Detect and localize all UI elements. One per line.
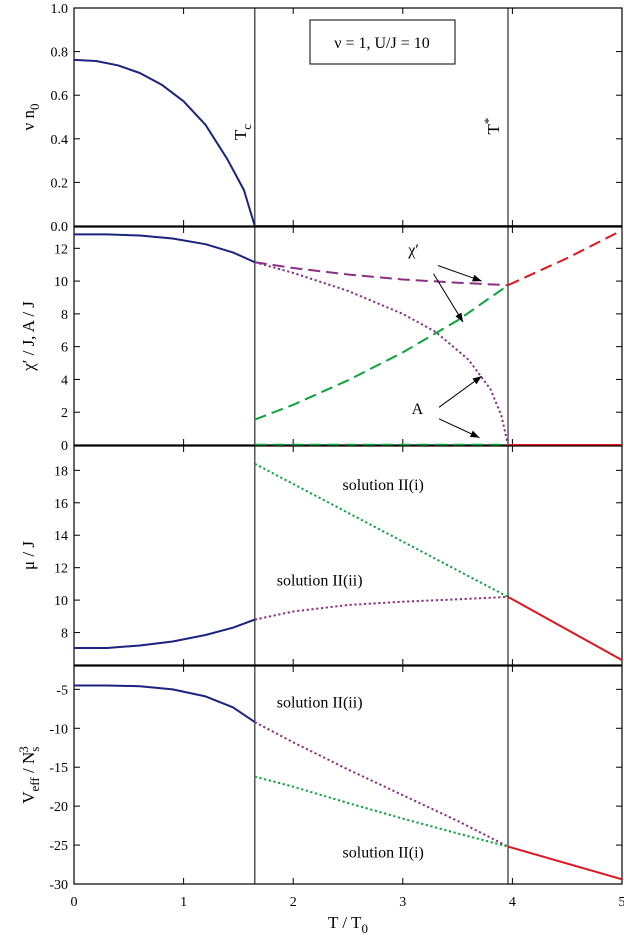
y-tick-label: -15 — [49, 761, 68, 776]
panel-frame — [73, 665, 623, 885]
x-tick-label: 3 — [399, 895, 406, 910]
series-line-order-params-5 — [507, 229, 623, 287]
series-line-effective-potential-3 — [507, 845, 623, 881]
panel-condensate: 0.0 0.2 0.4 0.6 0.8 1.0 ν n0 ν = 1, U/J = 10 — [19, 2, 623, 235]
annotation-label: solution II(ii) — [277, 694, 363, 711]
y-axis-label: μ / J — [19, 541, 38, 570]
annotation-label: solution II(ii) — [277, 573, 363, 590]
series-line-order-params-3 — [254, 284, 509, 421]
arrow-group — [433, 265, 483, 439]
series-line-chemical-potential-3 — [507, 596, 623, 661]
legend-text: ν = 1, U/J = 10 — [334, 35, 430, 52]
x-tick-label: 2 — [290, 895, 297, 910]
legend-box — [309, 19, 456, 65]
y-tick-label: 8 — [61, 627, 68, 642]
y-tick-label: 16 — [54, 497, 68, 512]
y-axis-label-main: χ′ / J, A / J — [19, 301, 38, 372]
arrow-head — [469, 430, 480, 438]
y-tick-label: 0.0 — [51, 220, 69, 235]
y-tick-label: -20 — [49, 800, 68, 815]
panel-frame — [73, 445, 623, 666]
y-tick-label: 0.6 — [51, 89, 69, 104]
y-tick-label: 4 — [61, 373, 68, 388]
y-tick-label: 2 — [61, 406, 68, 421]
series-line-effective-potential-0 — [74, 684, 256, 723]
y-tick-label: -25 — [49, 839, 68, 854]
annotation-label: solution II(i) — [343, 845, 424, 862]
y-tick-label: -5 — [56, 683, 68, 698]
y-tick-label: 0.4 — [51, 133, 69, 148]
marker-label-sup: * — [481, 118, 496, 125]
arrow-head — [455, 312, 464, 323]
y-tick-label: 0 — [61, 439, 68, 454]
marker-label-0: Tc — [231, 124, 254, 140]
series-line-condensate-0 — [73, 58, 256, 227]
panel-frame — [73, 226, 623, 446]
marker-label-1: T* — [481, 118, 503, 135]
arrow-shaft — [433, 273, 464, 323]
annotation-label: χ′ — [407, 242, 419, 259]
y-tick-label: 8 — [61, 308, 68, 323]
y-tick-label: 0.2 — [51, 176, 69, 191]
y-axis-label-main: ν n — [19, 110, 38, 131]
x-axis-label: T / T0 — [328, 913, 368, 936]
panel-order-params: 0 2 4 6 8 10 12 χ′ / J, A / J χ′ A — [19, 226, 623, 454]
arrow-head — [472, 376, 482, 385]
y-axis-label-sub: 0 — [27, 104, 42, 111]
annotation-label: A — [412, 401, 424, 418]
marker-label-main: T — [484, 123, 503, 134]
y-tick-label: 12 — [54, 562, 68, 577]
y-axis-label-sub: eff — [27, 777, 42, 792]
y-tick-label: 10 — [54, 594, 68, 609]
y-axis-label-tail: / N — [19, 752, 38, 778]
y-tick-label: 10 — [54, 275, 68, 290]
x-tick-label: 5 — [619, 895, 624, 910]
series-line-chemical-potential-0 — [74, 618, 256, 649]
y-axis-label-main: μ / J — [19, 541, 38, 570]
panel-chemical-potential: 8 10 12 14 16 18 μ / J solution II(i) solution I… — [19, 445, 623, 666]
series-line-order-params-2 — [254, 261, 509, 446]
y-tick-label: 12 — [54, 242, 68, 257]
annotation-label: solution II(i) — [343, 477, 424, 494]
y-axis-label: χ′ / J, A / J — [19, 301, 38, 372]
y-axis-label: Veff / Ns3 — [16, 746, 42, 804]
x-tick-label: 0 — [71, 895, 78, 910]
y-axis-label-sup: 3 — [16, 746, 31, 753]
y-tick-label: -10 — [49, 722, 68, 737]
y-tick-label: 0.8 — [51, 46, 69, 61]
x-tick-label: 4 — [509, 895, 516, 910]
x-tick-label: 1 — [180, 895, 187, 910]
y-axis-label: ν n0 — [19, 104, 42, 131]
y-tick-label: -30 — [49, 878, 68, 893]
series-line-effective-potential-2 — [254, 775, 509, 848]
x-axis-label-main: T / T — [328, 913, 362, 932]
y-tick-label: 1.0 — [51, 2, 69, 17]
arrow-head — [472, 274, 482, 282]
y-tick-label: 14 — [54, 529, 68, 544]
series-line-effective-potential-1 — [254, 721, 509, 848]
y-axis-label-main: V — [19, 791, 38, 804]
y-tick-label: 6 — [61, 341, 68, 356]
y-axis-label-tail-sub: s — [27, 747, 42, 752]
series-line-order-params-0 — [74, 233, 256, 264]
marker-label-main: T — [231, 129, 250, 140]
series-line-chemical-potential-2 — [254, 595, 509, 621]
panel-effective-potential: -30 -25 -20 -15 -10 -5 Veff / Ns3 solution II(i… — [16, 665, 623, 893]
y-tick-label: 18 — [54, 464, 68, 479]
marker-label-sub: c — [239, 124, 254, 130]
x-axis-label-sub: 0 — [361, 921, 368, 936]
